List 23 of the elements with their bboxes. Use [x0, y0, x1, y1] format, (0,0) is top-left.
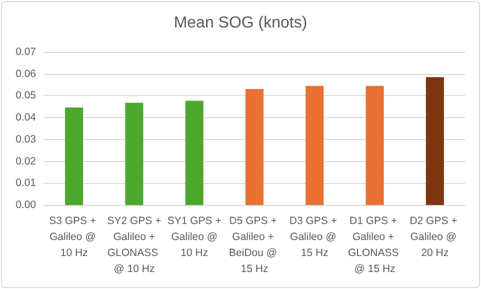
y-tick-label: 0.01 [16, 177, 36, 190]
x-tick-label: SY1 GPS + Galileo @ 10 Hz [167, 215, 222, 259]
y-tick-label: 0.03 [16, 133, 36, 146]
y-tick-label: 0.06 [16, 68, 36, 80]
bar [185, 100, 204, 205]
x-tick-label: D1 GPS + Galileo + GLONASS @ 15 Hz [348, 215, 402, 275]
bar [125, 102, 144, 205]
x-tick-label: D5 GPS + Galileo + BeiDou @ 15 Hz [229, 215, 280, 275]
x-tick-label: SY2 GPS + Galileo + GLONASS @ 10 Hz [107, 215, 162, 275]
y-tick-label: 0.04 [16, 112, 36, 124]
chart-title: Mean SOG (knots) [174, 14, 308, 32]
x-tick-label: S3 GPS + Galileo @ 10 Hz [49, 215, 100, 259]
bar [65, 108, 84, 205]
y-tick-label: 0.05 [16, 90, 36, 102]
bar [245, 88, 264, 205]
y-tick-label: 0.07 [16, 46, 36, 58]
y-tick-label: 0.02 [16, 155, 36, 168]
bar [426, 77, 444, 205]
x-tick-label: D2 GPS + Galileo @ 20 Hz [410, 215, 460, 259]
bar [306, 86, 324, 205]
y-tick-label: 0.00 [16, 199, 36, 211]
x-tick-label: D3 GPS + Galileo @ 15 Hz [289, 215, 340, 259]
bar [366, 86, 384, 205]
